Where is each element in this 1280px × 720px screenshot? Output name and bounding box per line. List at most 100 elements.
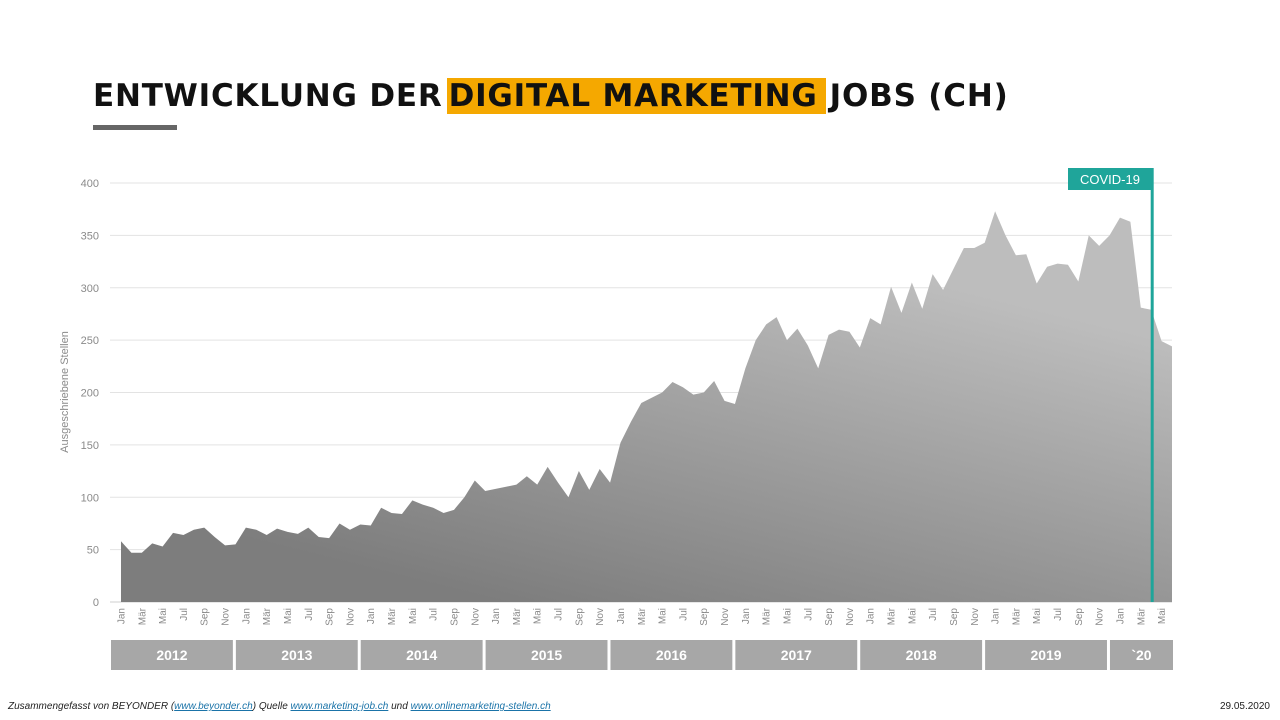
y-tick-label: 50 [87, 545, 99, 557]
x-tick-label: Jul [928, 608, 939, 621]
year-band-cell [360, 640, 483, 670]
title-part-2: JOBS (CH) [829, 78, 1009, 114]
area-series [121, 211, 1172, 602]
x-tick-label: Jul [304, 608, 315, 621]
x-tick-label: Jan [741, 608, 752, 624]
x-tick-label: Mär [387, 607, 398, 625]
x-tick-label: Jan [616, 608, 627, 624]
area-chart: 0 50 100 150 200 250 300 350 400 Ausgeschriebene… [59, 168, 1173, 670]
x-tick-label: Mai [1032, 608, 1043, 624]
footer-prefix: Zusammengefasst von BEYONDER ( [8, 701, 175, 712]
x-tick-label: Jan [1115, 608, 1126, 624]
x-tick-label: Jul [678, 608, 689, 621]
year-label: 2018 [906, 647, 937, 663]
year-band-cell [610, 640, 733, 670]
year-band-cell [1109, 640, 1173, 670]
year-label: 2016 [656, 647, 687, 663]
x-tick-label: Sep [949, 608, 960, 626]
x-tick-label: Mai [408, 608, 419, 624]
x-tick-label: Mär [887, 607, 898, 625]
x-tick-label: Jan [491, 608, 502, 624]
year-label: `20 [1131, 647, 1151, 663]
x-tick-label: Nov [345, 608, 356, 626]
y-tick-label: 400 [81, 178, 99, 190]
x-tick-label: Nov [1095, 608, 1106, 626]
x-axis-month-labels: Jan Mär Mai Jul Sep Nov Jan Mär Mai Jul Sep Nov Jan M… [117, 607, 1169, 625]
year-band-cell [235, 640, 358, 670]
y-tick-label: 250 [81, 335, 99, 347]
x-tick-label: Mai [283, 608, 294, 624]
title-part-1: ENTWICKLUNG DER [93, 78, 443, 114]
y-axis-tick-labels: 0 50 100 150 200 250 300 350 400 [81, 178, 99, 609]
x-tick-label: Mär [1011, 607, 1022, 625]
y-tick-label: 300 [81, 283, 99, 295]
footer-und: und [391, 701, 408, 712]
link-marketing-job[interactable]: www.marketing-job.ch [290, 701, 389, 712]
x-tick-label: Jan [866, 608, 877, 624]
x-tick-label: Sep [200, 608, 211, 626]
year-label: 2017 [781, 647, 812, 663]
x-tick-label: Mai [158, 608, 169, 624]
year-label: 2015 [531, 647, 562, 663]
x-tick-label: Jan [366, 608, 377, 624]
y-tick-label: 100 [81, 492, 99, 504]
x-tick-label: Jan [991, 608, 1002, 624]
year-label: 2012 [156, 647, 187, 663]
covid-annotation: COVID-19 [1068, 168, 1154, 602]
x-tick-label: Mär [262, 607, 273, 625]
footer-middle: ) Quelle [252, 701, 288, 712]
x-tick-label: Nov [845, 608, 856, 626]
x-tick-label: Mai [782, 608, 793, 624]
title-highlight: DIGITAL MARKETING [446, 78, 826, 114]
x-tick-label: Jul [429, 608, 440, 621]
x-tick-label: Nov [595, 608, 606, 626]
title-underline [93, 125, 177, 130]
x-tick-label: Nov [221, 608, 232, 626]
year-band: 2012 2013 2014 2015 2016 2017 2018 2019 `20 [111, 640, 1173, 670]
year-band-cell [860, 640, 983, 670]
x-tick-label: Mai [1157, 608, 1168, 624]
year-band-cell [485, 640, 608, 670]
footer-source: Zusammengefasst von BEYONDER (www.beyond… [8, 701, 551, 712]
year-band-cell [735, 640, 858, 670]
covid-label: COVID-19 [1080, 172, 1140, 187]
page-title: ENTWICKLUNG DER DIGITAL MARKETING JOBS (… [93, 74, 1009, 118]
x-tick-label: Jul [803, 608, 814, 621]
x-tick-label: Jan [117, 608, 128, 624]
x-tick-label: Sep [699, 608, 710, 626]
year-label: 2013 [281, 647, 312, 663]
x-tick-label: Sep [449, 608, 460, 626]
x-tick-label: Mai [907, 608, 918, 624]
year-band-cell [985, 640, 1107, 670]
x-tick-label: Sep [325, 608, 336, 626]
x-tick-label: Nov [720, 608, 731, 626]
y-tick-label: 0 [93, 597, 99, 609]
x-tick-label: Jul [179, 608, 190, 621]
year-label: 2019 [1030, 647, 1061, 663]
x-tick-label: Jul [1053, 608, 1064, 621]
x-tick-label: Mai [533, 608, 544, 624]
x-tick-label: Mär [1136, 607, 1147, 625]
x-tick-label: Jan [241, 608, 252, 624]
x-tick-label: Mär [137, 607, 148, 625]
y-axis-label: Ausgeschriebene Stellen [59, 331, 71, 453]
x-tick-label: Nov [470, 608, 481, 626]
link-onlinemarketing-stellen[interactable]: www.onlinemarketing-stellen.ch [410, 701, 551, 712]
x-tick-label: Sep [574, 608, 585, 626]
footer-date: 29.05.2020 [1219, 701, 1270, 712]
y-tick-label: 150 [81, 440, 99, 452]
y-tick-label: 200 [81, 388, 99, 400]
x-tick-label: Sep [824, 608, 835, 626]
year-label: 2014 [406, 647, 437, 663]
x-tick-label: Nov [970, 608, 981, 626]
link-beyonder[interactable]: www.beyonder.ch [174, 701, 253, 712]
x-tick-label: Mär [512, 607, 523, 625]
x-tick-label: Mai [658, 608, 669, 624]
y-tick-label: 350 [81, 230, 99, 242]
x-tick-label: Sep [1074, 608, 1085, 626]
x-tick-label: Mär [762, 607, 773, 625]
x-tick-label: Jul [554, 608, 565, 621]
x-tick-label: Mär [637, 607, 648, 625]
year-band-cell [111, 640, 233, 670]
covid-label-box [1068, 168, 1152, 190]
